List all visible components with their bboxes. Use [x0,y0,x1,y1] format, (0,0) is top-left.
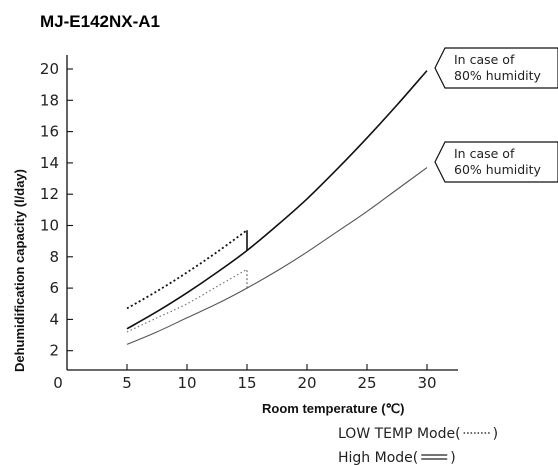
callout-line1: In case of [454,146,515,161]
x-tick-label: 15 [237,374,256,392]
callout-box-2 [434,141,558,183]
y-tick-label: 2 [49,342,59,360]
callout-box-1 [434,47,558,89]
series-line-4 [126,268,248,333]
chart-title: MJ-E142NX-A1 [40,12,160,31]
x-tick-label: 0 [53,374,63,392]
y-ticks: 2 4 6 8 10 12 14 16 18 20 [40,60,73,360]
series-line-3 [126,229,248,310]
legend-close-1: ) [493,426,498,442]
legend-label-2: High Mode( [338,450,418,465]
y-tick-label: 18 [40,91,59,109]
y-axis-title: Dehumidification capacity (l/day) [12,169,27,372]
y-tick-label: 16 [40,123,59,141]
callout-line2: 80% humidity [454,68,542,83]
x-ticks: 0 5 10 15 20 25 30 [53,364,437,392]
y-tick-label: 20 [40,60,59,78]
x-tick-label: 25 [357,374,376,392]
legend: LOW TEMP Mode() High Mode() [338,426,498,465]
x-axis-title: Room temperature (℃) [262,401,404,416]
y-tick-label: 14 [40,154,59,172]
y-tick-label: 10 [40,217,59,235]
x-tick-label: 10 [177,374,196,392]
y-tick-label: 8 [49,248,59,266]
series-line-2 [126,167,428,345]
axes [66,55,458,371]
callout-line2: 60% humidity [454,162,542,177]
legend-label-1: LOW TEMP Mode( [338,426,461,442]
callout-line1: In case of [454,52,515,67]
y-tick-label: 12 [40,185,59,203]
legend-close-2: ) [450,450,455,465]
series-lines [126,70,428,345]
y-tick-label: 6 [49,279,59,297]
x-tick-label: 30 [417,374,436,392]
x-tick-label: 20 [297,374,316,392]
y-tick-label: 4 [49,310,59,328]
x-tick-label: 5 [122,374,132,392]
series-line-1 [126,70,428,330]
